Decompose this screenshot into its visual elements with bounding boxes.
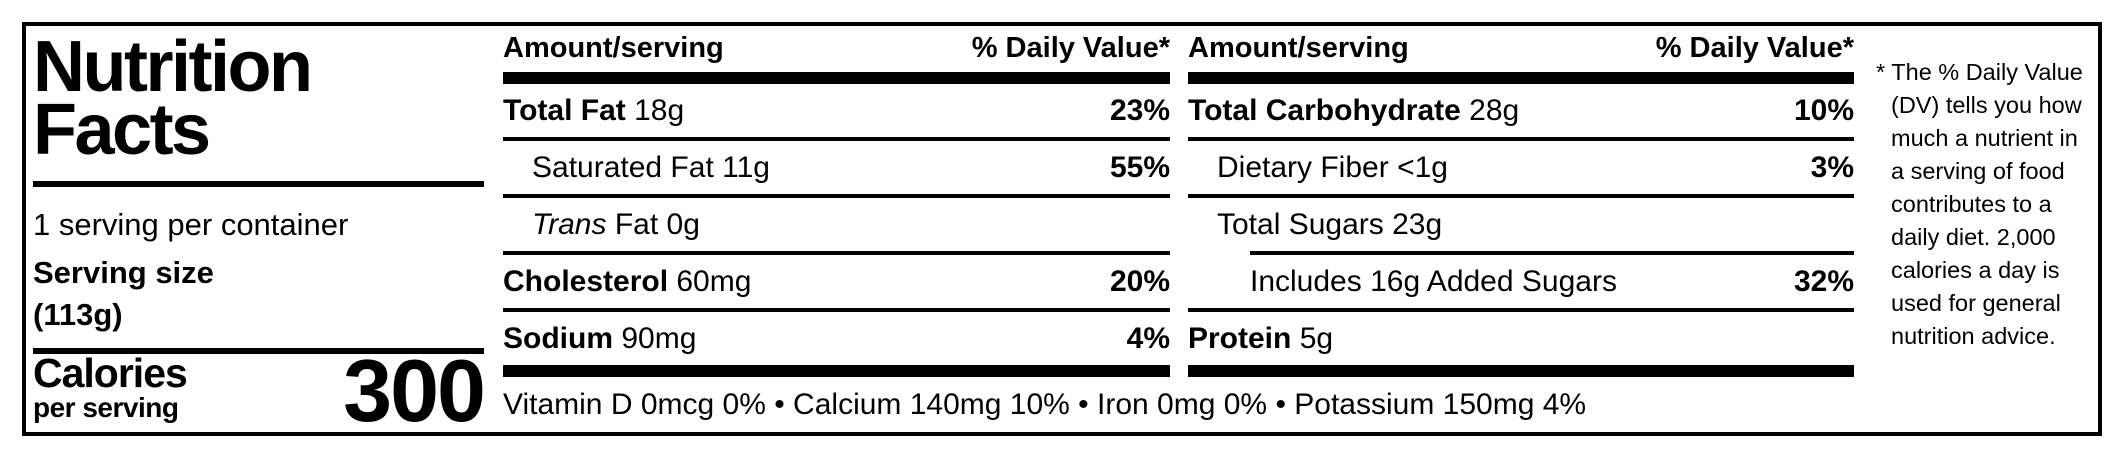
nutrient-dv: 20% (1109, 264, 1170, 298)
footnote-text: * The % Daily Value (DV) tells you how m… (1876, 59, 2083, 349)
amount-per-serving-header: Amount/serving (1188, 32, 1409, 64)
column-header: Amount/serving % Daily Value* (1188, 26, 1854, 72)
row-divider (503, 194, 1170, 198)
nutrient-column-carb-protein: Amount/serving % Daily Value* Total Carb… (1188, 26, 1854, 377)
nutrient-column-fat-sodium: Amount/serving % Daily Value* Total Fat … (503, 26, 1170, 377)
nutrient-dv: 4% (1126, 321, 1170, 355)
nutrient-dv: 23% (1109, 93, 1170, 127)
calories-value: 300 (343, 341, 486, 441)
column-bottom-bar (1188, 365, 1854, 377)
nutrient-name: Trans Fat 0g (532, 207, 700, 241)
daily-value-footnote: * The % Daily Value (DV) tells you how m… (1876, 26, 2098, 432)
column-header: Amount/serving % Daily Value* (503, 26, 1170, 72)
nutrient-name: Total Carbohydrate 28g (1188, 93, 1520, 127)
micronutrients-line: Vitamin D 0mcg 0% • Calcium 140mg 10% • … (503, 388, 1587, 421)
serving-size-value: (113g) (33, 297, 123, 333)
nutrient-name: Total Fat 18g (503, 93, 685, 127)
nutrient-dv: 3% (1810, 150, 1854, 184)
calories-divider-rule (33, 348, 484, 354)
nutrient-name: Saturated Fat 11g (532, 150, 770, 184)
header-thick-bar (1188, 72, 1854, 84)
footnote-asterisk: * (1876, 59, 1886, 85)
daily-value-header: % Daily Value* (1655, 32, 1854, 64)
row-cholesterol: Cholesterol 60mg 20% (503, 255, 1170, 308)
title-divider-rule (33, 180, 484, 188)
calories-label: Calories (33, 349, 188, 396)
nutrients-section: Amount/serving % Daily Value* Total Fat … (503, 26, 1854, 432)
row-divider (503, 137, 1170, 141)
row-total-sugars: Total Sugars 23g (1188, 198, 1854, 251)
nutrient-name: Total Sugars 23g (1217, 207, 1443, 241)
row-added-sugars: Includes 16g Added Sugars 32% (1188, 255, 1854, 308)
nutrient-name: Protein 5g (1188, 321, 1334, 355)
row-divider-inset (1250, 251, 1854, 255)
label-title: Nutrition Facts (33, 27, 484, 171)
nutrient-name: Cholesterol 60mg (503, 264, 752, 298)
row-dietary-fiber: Dietary Fiber <1g 3% (1188, 141, 1854, 194)
nutrient-dv: 32% (1793, 264, 1854, 298)
nutrient-name: Dietary Fiber <1g (1217, 150, 1448, 184)
serving-size-label: Serving size (33, 255, 214, 291)
servings-per-container: 1 serving per container (33, 207, 349, 243)
row-divider (1188, 194, 1854, 198)
nutrient-dv: 55% (1109, 150, 1170, 184)
calories-labels: Calories per serving (33, 349, 188, 423)
calories-sublabel: per serving (33, 391, 179, 423)
nutrition-facts-label: Nutrition Facts 1 serving per container … (22, 22, 2102, 436)
label-summary-column: Nutrition Facts 1 serving per container … (33, 26, 486, 441)
row-total-carbohydrate: Total Carbohydrate 28g 10% (1188, 84, 1854, 137)
row-total-fat: Total Fat 18g 23% (503, 84, 1170, 137)
row-divider (1188, 308, 1854, 312)
row-divider (503, 308, 1170, 312)
label-title-line2: Facts (33, 90, 211, 171)
column-bottom-bar (503, 365, 1170, 377)
header-thick-bar (503, 72, 1170, 84)
row-sodium: Sodium 90mg 4% (503, 312, 1170, 365)
nutrient-name: Sodium 90mg (503, 321, 697, 355)
nutrient-columns: Amount/serving % Daily Value* Total Fat … (503, 26, 1854, 377)
label-title-line1: Nutrition (33, 27, 313, 107)
nutrient-name: Includes 16g Added Sugars (1250, 264, 1617, 298)
amount-per-serving-header: Amount/serving (503, 32, 724, 64)
daily-value-header: % Daily Value* (971, 32, 1170, 64)
calories-row: Calories per serving 300 (33, 341, 486, 441)
row-protein: Protein 5g (1188, 312, 1854, 365)
row-divider (1188, 137, 1854, 141)
row-trans-fat: Trans Fat 0g (503, 198, 1170, 251)
row-divider (503, 251, 1170, 255)
nutrient-dv: 10% (1793, 93, 1854, 127)
row-saturated-fat: Saturated Fat 11g 55% (503, 141, 1170, 194)
